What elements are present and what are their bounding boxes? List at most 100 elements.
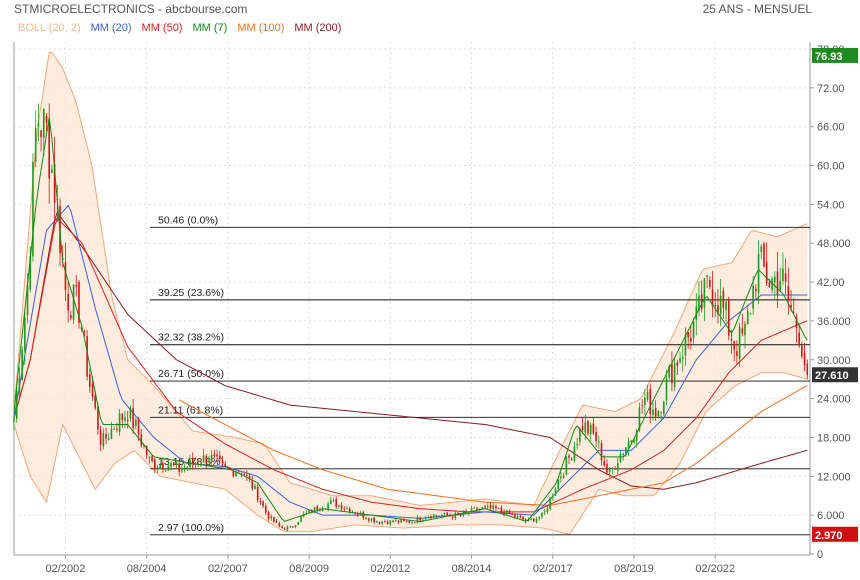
candle-body bbox=[367, 518, 370, 521]
candle-body bbox=[792, 311, 795, 313]
candle-body bbox=[757, 253, 760, 294]
candle-body bbox=[614, 468, 616, 470]
candle-body bbox=[522, 516, 524, 520]
candle-body bbox=[557, 479, 560, 489]
candle-body bbox=[611, 467, 614, 470]
candle-body bbox=[700, 294, 703, 310]
candle-body bbox=[26, 284, 29, 315]
candle-body bbox=[392, 520, 394, 522]
candle-body bbox=[51, 169, 53, 173]
candle-body bbox=[124, 417, 126, 421]
candle-body bbox=[768, 282, 771, 287]
chart-legend: BOLL (20, 2) MM (20) MM (50) MM (7) MM (100)… bbox=[18, 22, 341, 34]
candle-body bbox=[662, 401, 665, 414]
candle-body bbox=[606, 464, 608, 473]
candle-body bbox=[251, 480, 254, 489]
candle-body bbox=[167, 465, 170, 471]
candle-body bbox=[110, 428, 113, 439]
candle-body bbox=[736, 351, 738, 357]
chart-title-text: STMICROELECTRONICS - abcbourse.com bbox=[14, 2, 248, 16]
y-tick-label: 48.000 bbox=[817, 238, 851, 250]
candle-body bbox=[484, 506, 486, 508]
candle-body bbox=[698, 295, 700, 311]
candle-body bbox=[88, 374, 91, 387]
candle-body bbox=[216, 454, 218, 457]
candle-body bbox=[42, 108, 45, 138]
candle-body bbox=[94, 395, 97, 408]
candle-body bbox=[738, 326, 741, 359]
candle-body bbox=[186, 466, 189, 470]
fibonacci-label: 50.46 (0.0%) bbox=[158, 214, 218, 226]
candle-body bbox=[400, 519, 402, 523]
candle-body bbox=[267, 511, 270, 519]
candle-body bbox=[80, 326, 83, 330]
price-tag-label: 27.610 bbox=[815, 370, 849, 382]
legend-item: MM (200) bbox=[294, 22, 342, 34]
candle-body bbox=[440, 514, 443, 517]
candle-body bbox=[676, 362, 679, 366]
candle-body bbox=[218, 455, 221, 460]
price-tag-label: 76.93 bbox=[815, 51, 843, 63]
legend-item: BOLL (20, 2) bbox=[18, 22, 81, 34]
candle-body bbox=[533, 518, 535, 522]
candle-body bbox=[129, 407, 132, 419]
candle-body bbox=[175, 461, 178, 465]
legend-item: MM (20) bbox=[90, 22, 132, 34]
candle-body bbox=[776, 271, 779, 295]
candle-body bbox=[733, 341, 736, 350]
candle-body bbox=[541, 512, 543, 517]
candle-body bbox=[616, 463, 619, 471]
candle-body bbox=[338, 504, 340, 507]
x-tick-label: 08/2009 bbox=[289, 563, 329, 575]
candle-body bbox=[746, 311, 749, 325]
candle-body bbox=[587, 421, 589, 434]
candle-body bbox=[684, 334, 687, 356]
candle-body bbox=[760, 246, 763, 252]
candle-body bbox=[340, 505, 343, 510]
candle-body bbox=[15, 390, 18, 419]
candle-body bbox=[294, 525, 297, 527]
candle-body bbox=[741, 328, 744, 334]
candle-body bbox=[351, 511, 354, 513]
candle-body bbox=[665, 377, 668, 401]
y-tick-label: 72.00 bbox=[817, 83, 845, 95]
x-tick-label: 02/2012 bbox=[370, 563, 410, 575]
fibonacci-label: 2.97 (100.0%) bbox=[158, 522, 224, 534]
candle-body bbox=[248, 475, 251, 480]
candle-body bbox=[538, 517, 541, 519]
candle-body bbox=[105, 434, 107, 439]
candle-body bbox=[348, 508, 351, 513]
y-tick-label: 60.00 bbox=[817, 161, 845, 173]
candle-body bbox=[673, 362, 676, 387]
candle-body bbox=[635, 430, 638, 441]
candle-body bbox=[172, 462, 175, 465]
mm200-line bbox=[13, 211, 808, 490]
candle-body bbox=[13, 418, 15, 423]
candle-body bbox=[468, 512, 470, 514]
candle-body bbox=[773, 276, 776, 283]
candle-body bbox=[159, 464, 162, 469]
candle-body bbox=[432, 514, 435, 518]
candle-body bbox=[727, 298, 730, 336]
candle-body bbox=[170, 462, 172, 468]
bollinger-upper-line bbox=[13, 51, 808, 506]
candle-body bbox=[703, 278, 706, 308]
y-tick-label: 66.00 bbox=[817, 122, 845, 134]
candle-body bbox=[116, 429, 118, 431]
candle-body bbox=[365, 518, 367, 520]
candle-body bbox=[581, 426, 584, 431]
candle-body bbox=[40, 130, 42, 138]
candle-body bbox=[744, 323, 746, 336]
chart-period: 25 ANS - MENSUEL bbox=[703, 2, 812, 16]
candle-body bbox=[389, 520, 392, 525]
candle-body bbox=[422, 520, 424, 522]
candle-body bbox=[21, 349, 23, 381]
candle-body bbox=[784, 273, 787, 282]
candle-body bbox=[243, 474, 245, 476]
candle-body bbox=[246, 474, 248, 476]
candle-body bbox=[803, 352, 806, 366]
candle-body bbox=[459, 514, 462, 516]
candle-body bbox=[64, 262, 67, 291]
candle-body bbox=[45, 115, 48, 123]
candle-body bbox=[755, 288, 757, 291]
